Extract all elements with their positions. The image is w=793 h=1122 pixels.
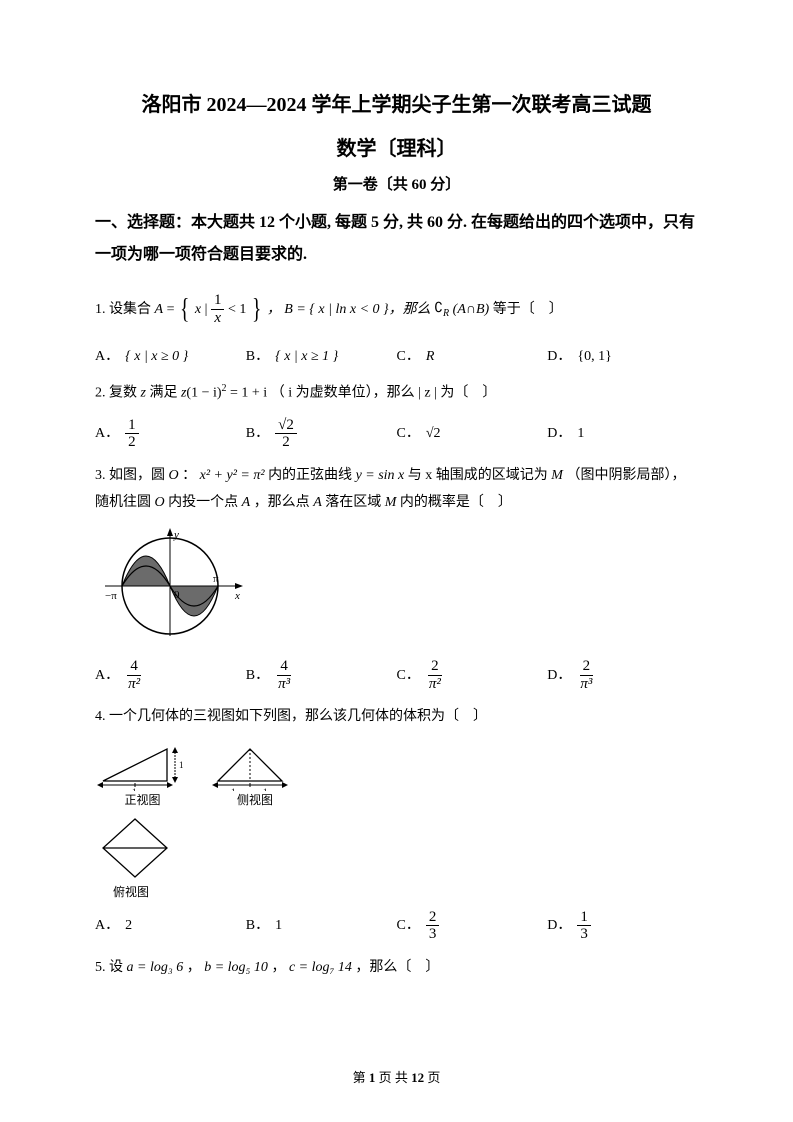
page-footer: 第 1 页 共 12 页 [0, 1068, 793, 1088]
q3-options: A． 4π² B． 4π³ C． 2π² D． 2π³ [95, 658, 698, 692]
q2-opt-d: D．1 [547, 417, 698, 451]
q1-frac-num: 1 [211, 292, 225, 310]
q1-complement: ∁R [434, 296, 449, 323]
q4-top-view: 俯视图 [95, 813, 698, 901]
q1-frac: 1 x [211, 292, 225, 326]
q2-options: A． 12 B． √22 C．√2 D．1 [95, 417, 698, 451]
title-line-1: 洛阳市 2024—2024 学年上学期尖子生第一次联考高三试题 [95, 90, 698, 120]
question-4: 4. 一个几何体的三视图如下列图，那么该几何体的体积为〔 〕 [95, 704, 698, 731]
q2-mid: 满足 [149, 385, 181, 400]
section-heading: 一、选择题：本大题共 12 个小题, 每题 5 分, 共 60 分. 在每题给出… [95, 207, 698, 271]
svg-text:x: x [234, 590, 240, 602]
title-line-3: 第一卷〔共 60 分〕 [95, 174, 698, 197]
q1-lbrace: { [180, 283, 189, 336]
q4-opt-c: C． 23 [397, 909, 548, 943]
q1-B: ， B = { x | ln x < 0 }，那么 [267, 301, 434, 316]
svg-text:1: 1 [231, 787, 236, 791]
question-2: 2. 复数 z 满足 z(1 − i)2 = 1 + i （ i 为虚数单位），… [95, 379, 698, 407]
q2-opt-b: B． √22 [246, 417, 397, 451]
q1-options: A．{ x | x ≥ 0 } B．{ x | x ≥ 1 } C．R D．{0… [95, 346, 698, 367]
svg-text:−π: −π [105, 590, 117, 602]
q4-side-view: 1 1 侧视图 [210, 741, 300, 809]
q2-rhs: = 1 + i [230, 385, 267, 400]
q2-note: （ i 为虚数单位），那么 | z | 为〔 〕 [271, 385, 497, 400]
svg-text:y: y [173, 529, 179, 541]
q4-options: A．2 B．1 C． 23 D． 13 [95, 909, 698, 943]
q1-opt-d: D．{0, 1} [547, 346, 698, 367]
q1-opt-c: C．R [397, 346, 548, 367]
q1-arg: (A∩B) [453, 301, 490, 316]
q4-three-views: 1 1 正视图 1 1 侧视图 [95, 741, 698, 809]
q3-opt-a: A． 4π² [95, 658, 246, 692]
question-3: 3. 如图，圆 O ： x² + y² = π² 内的正弦曲线 y = sin … [95, 463, 698, 516]
question-5: 5. 设 a = log₃ 6 ， b = log₅ 10 ， c = log₇… [95, 955, 698, 982]
q1-frac-den: x [211, 310, 224, 327]
q3-opt-c: C． 2π² [397, 658, 548, 692]
q1-rbrace: } [252, 283, 261, 336]
q1-prefix: 1. 设集合 [95, 301, 155, 316]
q3-opt-b: B． 4π³ [246, 658, 397, 692]
q2-lhs-paren: (1 − i) [186, 385, 221, 400]
svg-text:0: 0 [174, 589, 180, 601]
q4-opt-a: A．2 [95, 909, 246, 943]
q1-opt-a: A．{ x | x ≥ 0 } [95, 346, 246, 367]
q1-eq: = [167, 301, 178, 316]
svg-text:π: π [213, 573, 219, 585]
q4-opt-b: B．1 [246, 909, 397, 943]
q2-z: z [141, 385, 146, 400]
q1-cond: < 1 [228, 301, 246, 316]
q3-opt-d: D． 2π³ [547, 658, 698, 692]
q2-lhs-exp: 2 [222, 383, 227, 394]
q2-text: 2. 复数 [95, 385, 141, 400]
q4-opt-d: D． 13 [547, 909, 698, 943]
q3-diagram: y x −π π 0 [95, 526, 698, 646]
q1-A: A [155, 301, 164, 316]
q1-x: x [195, 301, 201, 316]
q1-tail: 等于〔 〕 [493, 301, 563, 316]
question-1: 1. 设集合 A = { x | 1 x < 1 } ， B = { x | l… [95, 283, 698, 336]
q1-opt-b: B．{ x | x ≥ 1 } [246, 346, 397, 367]
q2-opt-a: A． 12 [95, 417, 246, 451]
q2-opt-c: C．√2 [397, 417, 548, 451]
q4-front-view: 1 1 正视图 [95, 741, 190, 809]
title-line-2: 数学〔理科〕 [95, 134, 698, 164]
q1-complement-sub: R [443, 308, 449, 319]
svg-text:1: 1 [179, 760, 184, 770]
q1-complement-sym: ∁ [434, 301, 443, 316]
